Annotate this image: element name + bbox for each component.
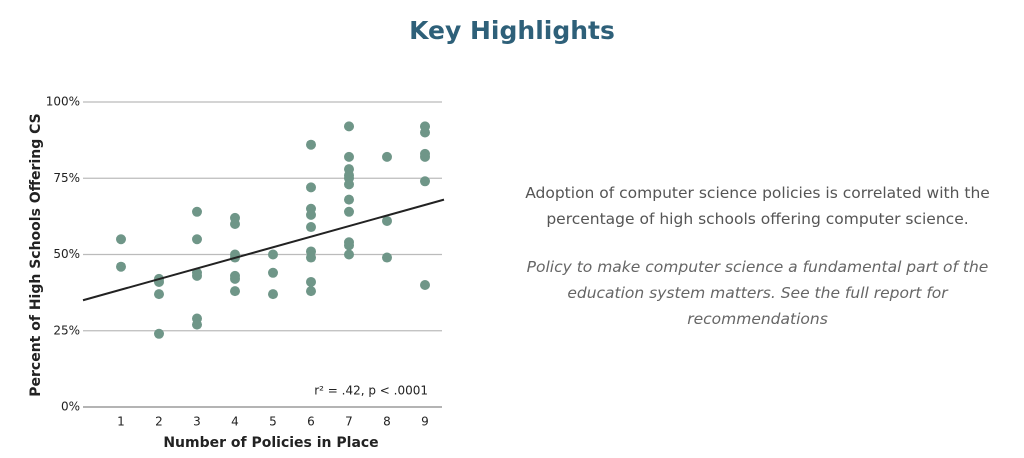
chart: Percent of High Schools Offering CS Numb… — [28, 95, 445, 451]
point — [420, 176, 430, 187]
point — [306, 286, 316, 297]
point — [306, 252, 316, 263]
point — [344, 179, 354, 190]
point — [230, 219, 240, 229]
y-tick-label: 50% — [53, 247, 80, 261]
x-axis-label: Number of Policies in Place — [163, 435, 378, 451]
point — [420, 151, 430, 162]
y-axis-label: Percent of High Schools Offering CS — [28, 113, 44, 396]
point — [306, 222, 316, 233]
point — [116, 261, 126, 272]
x-tick-label: 4 — [231, 415, 239, 429]
paragraph: Adoption of computer science policies is… — [525, 184, 990, 228]
y-tick-label: 100% — [46, 95, 80, 109]
point — [192, 270, 202, 281]
point — [382, 151, 392, 162]
point — [154, 328, 164, 339]
note: Policy to make computer science a fundam… — [526, 258, 989, 328]
x-tick-label: 2 — [155, 415, 163, 429]
trend-line — [82, 198, 445, 302]
x-tick-label: 9 — [421, 415, 429, 429]
y-tick-label: 75% — [53, 171, 80, 185]
point — [344, 151, 354, 162]
point — [116, 234, 126, 245]
point — [420, 280, 430, 290]
x-tick-label: 1 — [117, 415, 125, 429]
point — [420, 127, 430, 138]
x-tick-label: 8 — [383, 415, 391, 429]
annotation: r² = .42, p < .0001 — [314, 384, 428, 398]
point — [306, 276, 316, 287]
x-tick-label: 7 — [345, 415, 353, 429]
point — [344, 206, 354, 217]
point — [268, 267, 278, 278]
y-tick-label: 0% — [61, 400, 80, 414]
text-panel: Adoption of computer science policies is… — [505, 180, 1010, 354]
point — [306, 182, 316, 193]
point — [344, 194, 354, 205]
point — [306, 209, 316, 220]
point — [344, 121, 354, 132]
point — [230, 286, 240, 297]
point — [154, 289, 164, 300]
y-tick-label: 25% — [53, 323, 80, 337]
x-tick-label: 5 — [269, 415, 277, 429]
title: Key Highlights — [409, 16, 615, 45]
point — [344, 240, 354, 251]
point — [382, 252, 392, 263]
x-tick-label: 3 — [193, 415, 201, 429]
point — [192, 206, 202, 217]
point — [268, 289, 278, 300]
point — [382, 215, 392, 226]
point — [230, 273, 240, 284]
point — [306, 139, 316, 150]
point — [192, 319, 202, 330]
x-tick-label: 6 — [307, 415, 315, 429]
point — [268, 249, 278, 260]
point — [192, 234, 202, 245]
point — [344, 249, 354, 260]
